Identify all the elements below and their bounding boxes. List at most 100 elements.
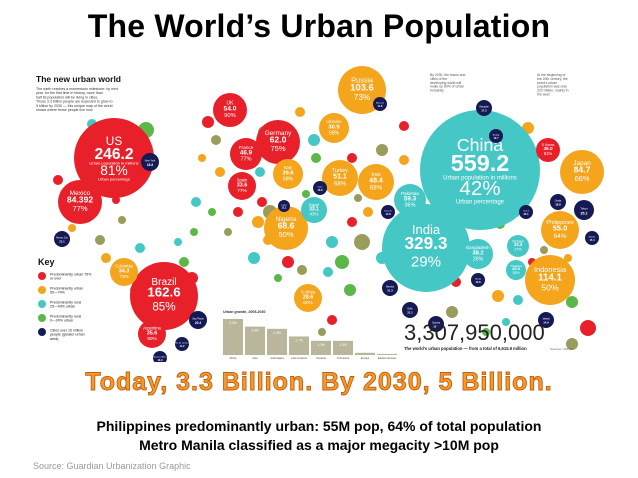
pct-caption: Urban percentage <box>98 176 131 181</box>
city-value: 11.2 <box>180 344 185 348</box>
bubble-circle <box>560 150 604 194</box>
city-value: 21.3 <box>387 289 393 293</box>
country-value: 39.0 <box>543 146 552 151</box>
city-circle <box>585 231 599 245</box>
small-bubble <box>95 235 105 245</box>
city-circle <box>538 312 554 328</box>
country-name: Germany <box>265 130 293 137</box>
small-bubble <box>326 236 338 248</box>
growth-bar-rect <box>355 352 375 355</box>
city-name: Beijing <box>493 135 500 137</box>
small-bubble <box>540 246 548 254</box>
small-bubble <box>208 208 216 216</box>
small-bubble <box>308 134 320 146</box>
small-bubble <box>399 121 409 131</box>
small-bubble <box>233 207 243 217</box>
source-credit: Source: Guardian Urbanization Graphic <box>33 461 191 471</box>
legend-swatch <box>38 314 46 322</box>
legend-label: Cities over 10 million people (greater ur… <box>50 329 85 341</box>
bubble-circle <box>525 255 575 305</box>
country-value: 34.3 <box>119 268 130 274</box>
country-value: 68.6 <box>278 220 295 230</box>
country-name: Philippines <box>546 220 573 226</box>
value-caption: Urban population in millions <box>443 176 517 182</box>
country-pct: 77% <box>237 188 247 194</box>
small-bubble <box>446 306 458 318</box>
bubble-circle <box>74 118 154 198</box>
city-circle <box>141 153 159 171</box>
growth-bar-label: Arab States <box>270 356 284 360</box>
bubble-circle <box>110 258 138 286</box>
country-name: UK <box>227 101 235 107</box>
country-pct: 43% <box>310 211 319 216</box>
country-name: S Africa <box>301 290 316 295</box>
country-name: Pakistan <box>401 191 420 197</box>
city-name: Cairo <box>317 186 323 189</box>
country-pct: 42% <box>459 177 500 200</box>
bubble-circle <box>322 160 358 196</box>
legend-swatch <box>38 272 46 280</box>
bubble-circle <box>58 180 102 224</box>
value-caption: Urban population in millions <box>89 160 138 165</box>
country-name: S Korea <box>542 143 555 147</box>
city-circle <box>54 231 70 247</box>
small-bubble <box>211 135 221 145</box>
country-pct: 33% <box>512 271 519 275</box>
small-bubble <box>566 296 578 308</box>
growth-bar-value: 1.7% <box>295 338 303 342</box>
bubble-circle <box>536 138 560 162</box>
city-circle <box>489 129 503 143</box>
country-value: 59.3 <box>404 195 417 202</box>
small-bubble <box>566 338 578 350</box>
country-name: Ukraine <box>326 119 342 124</box>
small-bubble <box>191 197 201 207</box>
bubble-circle <box>273 159 303 189</box>
small-bubble <box>68 224 76 232</box>
country-name: Argentina <box>143 326 161 331</box>
city-circle <box>574 200 594 220</box>
bubble-circle <box>213 93 247 127</box>
city-name: Jakarta <box>542 318 550 321</box>
bubble-circle <box>138 320 166 348</box>
growth-bar: 1.3% Oceania <box>311 340 331 360</box>
figure-intro: The earth reaches a momentous milestone:… <box>36 87 118 112</box>
country-name: Bangladesh <box>466 245 490 250</box>
bubble-circle <box>358 164 394 200</box>
small-bubble <box>335 255 349 269</box>
bubble-circle <box>130 262 198 330</box>
country-pct: 81% <box>100 163 128 178</box>
country-name: Nigeria <box>276 216 297 223</box>
small-bubble <box>347 153 357 163</box>
city-name: Calcutta <box>432 322 441 325</box>
small-bubble <box>327 315 337 325</box>
city-circle <box>373 97 387 111</box>
bubble-circle <box>264 206 308 250</box>
small-bubble <box>482 328 490 336</box>
city-name: Lagos <box>281 205 288 207</box>
small-bubble <box>564 254 572 262</box>
small-bubble <box>297 265 307 275</box>
city-name: Mexico City <box>56 237 68 240</box>
city-circle <box>313 181 327 195</box>
city-name: Tokyo <box>580 207 588 211</box>
